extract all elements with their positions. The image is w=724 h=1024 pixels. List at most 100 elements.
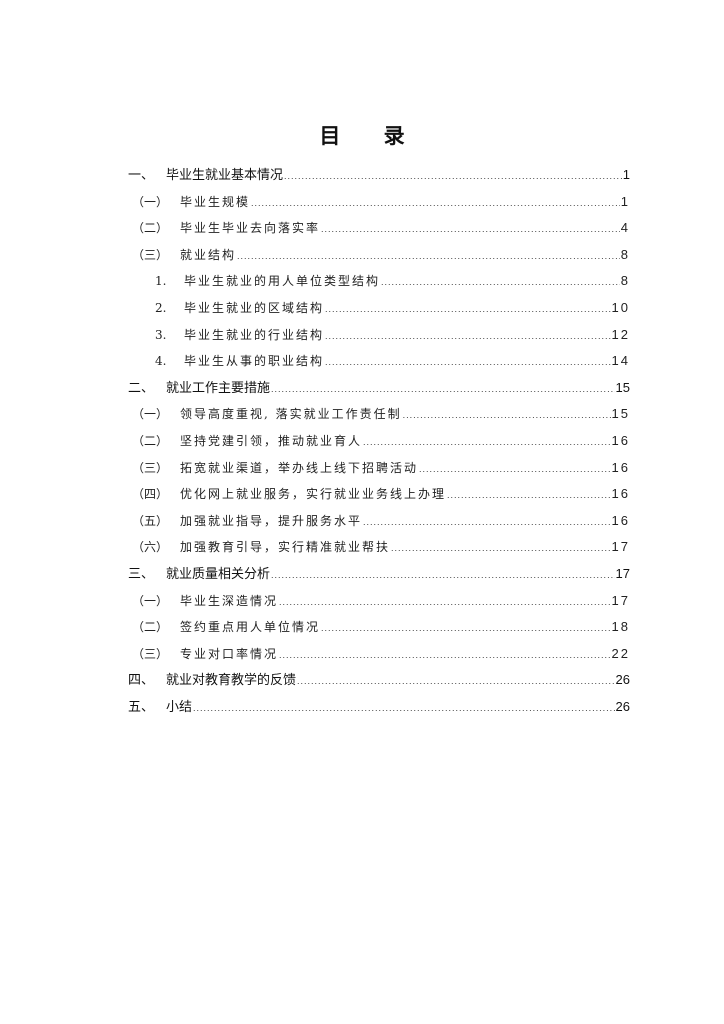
toc-entry-label: 毕业生从事的职业结构 [184, 354, 325, 369]
toc-entry-number: （二） [132, 221, 169, 236]
dot-leader [325, 323, 611, 350]
toc-entry-page: 17 [611, 592, 630, 608]
toc-entry-page: 17 [615, 565, 630, 581]
toc-entry[interactable]: （一） 毕业生深造情况 17 [128, 588, 630, 615]
toc-entry-number: 四、 [128, 673, 155, 689]
toc-entry-page: 18 [611, 619, 630, 635]
toc-entry[interactable]: 1. 毕业生就业的用人单位类型结构 8 [128, 268, 630, 295]
toc-entry[interactable]: （五） 加强就业指导，提升服务水平 16 [128, 508, 630, 535]
toc-entry-page: 15 [611, 406, 630, 422]
dot-leader [284, 163, 622, 190]
toc-entry[interactable]: （二） 签约重点用人单位情况 18 [128, 614, 630, 641]
dot-leader [321, 216, 620, 243]
toc-entry[interactable]: 四、就业对教育教学的反馈 26 [128, 667, 630, 694]
toc-entry-page: 16 [611, 512, 630, 528]
toc-entry[interactable]: （一） 毕业生规模 1 [128, 189, 630, 216]
toc-entry[interactable]: 二、就业工作主要措施 15 [128, 375, 630, 402]
dot-leader [391, 535, 611, 562]
toc-entry-number: （五） [132, 513, 169, 528]
toc-entry-number: 4. [155, 354, 167, 369]
toc-entry-number: 2. [155, 300, 167, 315]
toc-entry-number: （三） [132, 646, 169, 661]
dot-leader [381, 269, 620, 296]
toc-entry-label: 就业质量相关分析 [166, 566, 271, 582]
toc-entry[interactable]: （四） 优化网上就业服务，实行就业业务线上办理 16 [128, 481, 630, 508]
dot-leader [321, 615, 611, 642]
toc-entry-label: 就业结构 [180, 247, 237, 262]
table-of-contents: 一、毕业生就业基本情况 1 （一） 毕业生规模 1 （二） 毕业生毕业去向落实率 4 （三） 就业… [128, 162, 630, 720]
toc-entry-page: 22 [611, 645, 630, 661]
toc-entry-label: 毕业生规模 [180, 194, 251, 209]
toc-entry-page: 1 [622, 167, 630, 182]
toc-entry-page: 15 [615, 379, 630, 395]
toc-entry-label: 小结 [166, 699, 193, 715]
toc-entry-number: 五、 [128, 699, 155, 715]
dot-leader [419, 456, 611, 483]
toc-entry-number: 三、 [128, 566, 155, 582]
dot-leader [325, 296, 611, 323]
toc-entry-label: 坚持党建引领，推动就业育人 [180, 433, 363, 448]
toc-entry-label: 毕业生毕业去向落实率 [180, 221, 321, 236]
toc-entry-label: 签约重点用人单位情况 [180, 620, 321, 635]
toc-entry-page: 10 [611, 299, 630, 315]
toc-entry-page: 8 [620, 246, 630, 262]
dot-leader [193, 695, 615, 722]
toc-entry-page: 26 [615, 672, 630, 688]
toc-entry[interactable]: 4. 毕业生从事的职业结构 14 [128, 348, 630, 375]
toc-entry[interactable]: 五、小结 26 [128, 694, 630, 721]
dot-leader [279, 642, 611, 669]
toc-entry-number: （一） [132, 194, 169, 209]
toc-entry[interactable]: （三） 就业结构 8 [128, 242, 630, 269]
toc-entry-label: 领导高度重视, 落实就业工作责任制 [180, 407, 402, 422]
toc-entry-page: 16 [611, 459, 630, 475]
toc-entry-number: 一、 [128, 168, 155, 183]
toc-entry-label: 专业对口率情况 [180, 646, 279, 661]
toc-entry-number: （六） [132, 540, 169, 555]
toc-entry-number: （三） [132, 460, 169, 475]
toc-entry-label: 拓宽就业渠道，举办线上线下招聘活动 [180, 460, 419, 475]
toc-entry-label: 加强教育引导，实行精准就业帮扶 [180, 540, 391, 555]
toc-entry-page: 17 [611, 539, 630, 555]
toc-entry[interactable]: （六） 加强教育引导，实行精准就业帮扶 17 [128, 534, 630, 561]
toc-entry[interactable]: 3. 毕业生就业的行业结构 12 [128, 322, 630, 349]
toc-entry[interactable]: （一） 领导高度重视, 落实就业工作责任制 15 [128, 401, 630, 428]
toc-entry-label: 毕业生就业的行业结构 [184, 327, 325, 342]
toc-entry-label: 毕业生就业的区域结构 [184, 300, 325, 315]
toc-entry-number: 3. [155, 327, 167, 342]
toc-entry-label: 优化网上就业服务，实行就业业务线上办理 [180, 487, 447, 502]
dot-leader [447, 482, 611, 509]
toc-entry[interactable]: 一、毕业生就业基本情况 1 [128, 162, 630, 189]
dot-leader [237, 243, 620, 270]
toc-entry-number: （二） [132, 620, 169, 635]
toc-entry[interactable]: （二） 坚持党建引领，推动就业育人 16 [128, 428, 630, 455]
page-title: 目 录 [319, 124, 423, 148]
toc-entry-label: 就业对教育教学的反馈 [166, 673, 297, 689]
toc-entry[interactable]: （三） 拓宽就业渠道，举办线上线下招聘活动 16 [128, 455, 630, 482]
dot-leader [251, 190, 620, 217]
toc-entry-page: 1 [620, 193, 630, 209]
dot-leader [271, 376, 615, 403]
toc-entry-page: 8 [620, 273, 630, 289]
dot-leader [271, 562, 615, 589]
toc-entry-number: （三） [132, 247, 169, 262]
toc-entry-page: 16 [611, 432, 630, 448]
dot-leader [363, 429, 611, 456]
dot-leader [297, 668, 615, 695]
toc-entry-page: 4 [620, 220, 630, 236]
toc-entry-number: （二） [132, 433, 169, 448]
toc-entry[interactable]: 三、就业质量相关分析 17 [128, 561, 630, 588]
toc-entry-label: 毕业生深造情况 [180, 593, 279, 608]
toc-entry-label: 加强就业指导，提升服务水平 [180, 513, 363, 528]
toc-entry-page: 26 [615, 698, 630, 714]
toc-entry-number: （一） [132, 593, 169, 608]
toc-entry-number: 1. [155, 274, 167, 289]
toc-entry-number: 二、 [128, 380, 155, 396]
dot-leader [403, 402, 611, 429]
toc-entry-page: 16 [611, 486, 630, 502]
toc-entry-number: （四） [132, 487, 169, 502]
toc-entry[interactable]: （三） 专业对口率情况 22 [128, 641, 630, 668]
toc-entry[interactable]: （二） 毕业生毕业去向落实率 4 [128, 215, 630, 242]
dot-leader [325, 349, 611, 376]
toc-entry[interactable]: 2. 毕业生就业的区域结构 10 [128, 295, 630, 322]
toc-entry-label: 毕业生就业的用人单位类型结构 [184, 274, 381, 289]
